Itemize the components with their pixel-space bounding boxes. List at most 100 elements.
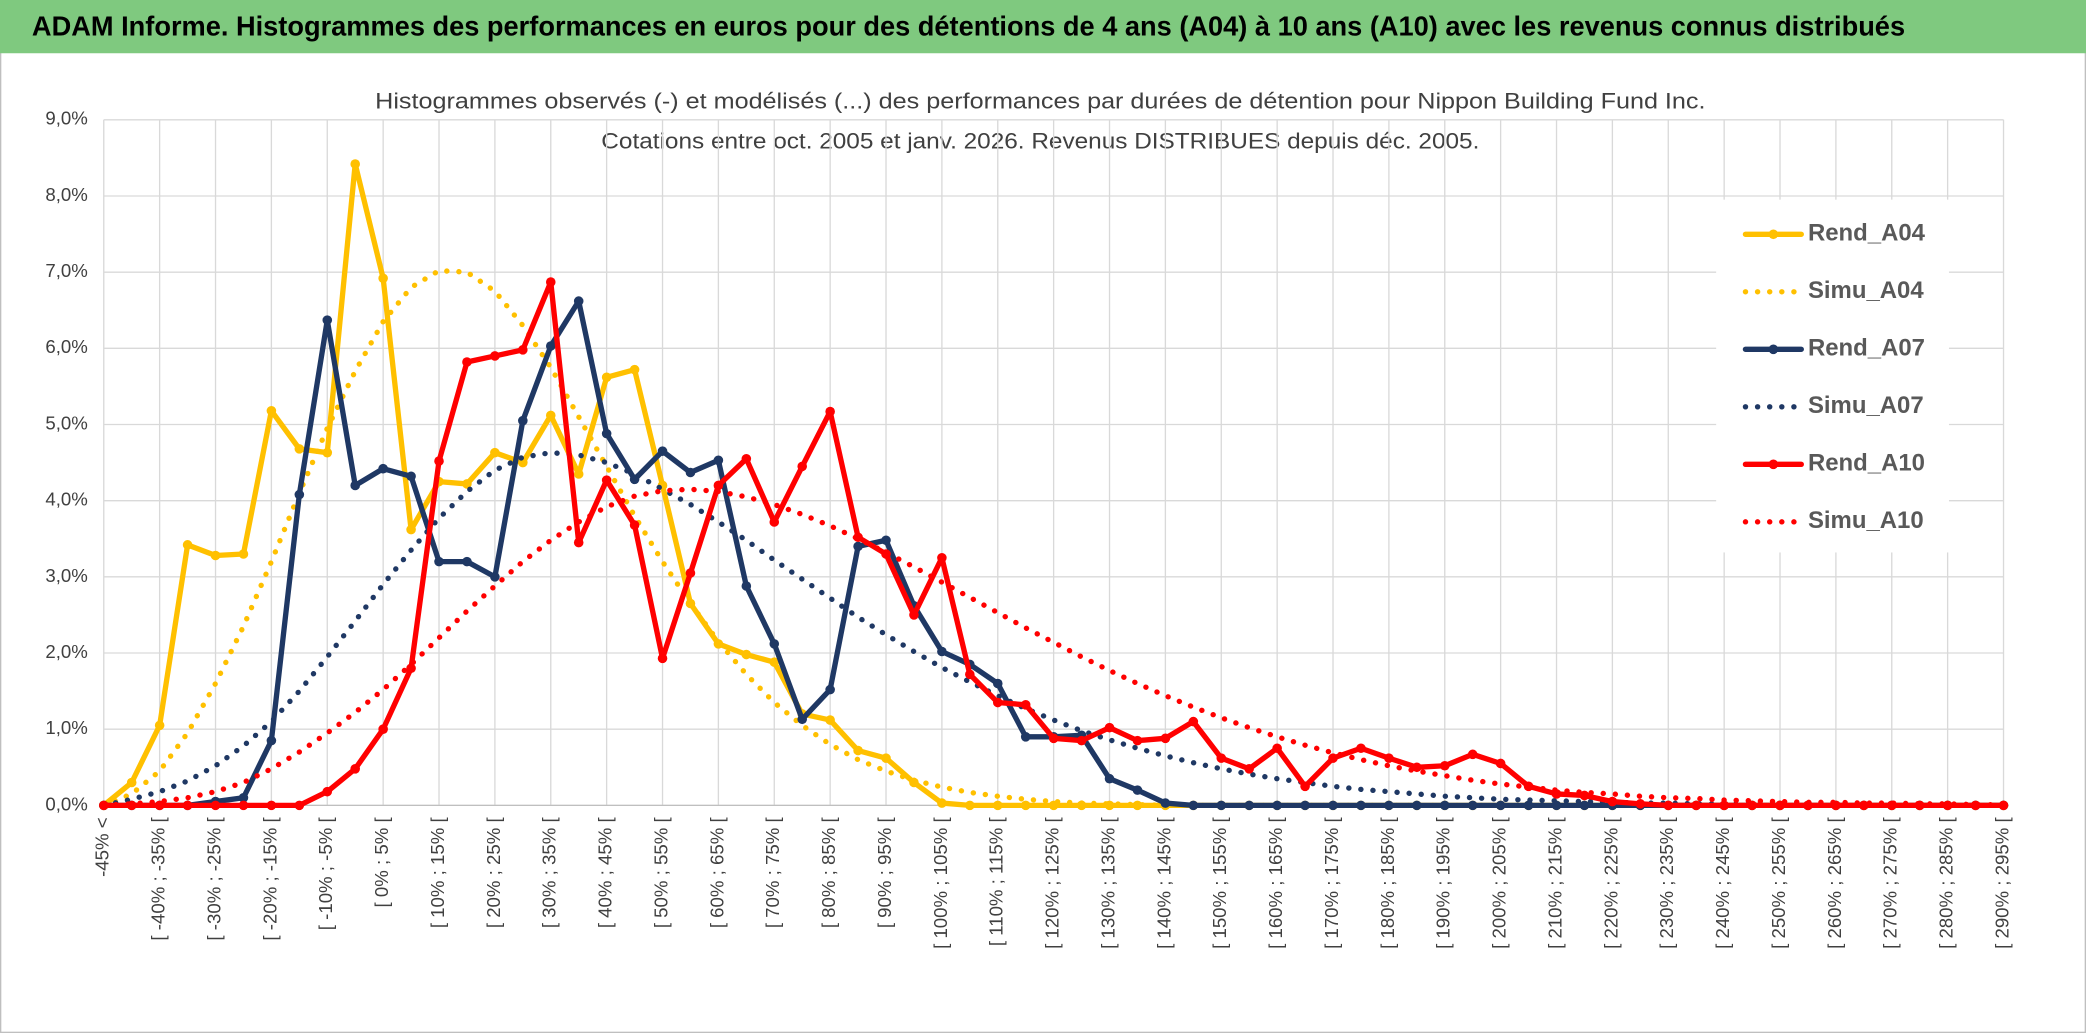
data-point [350, 159, 360, 169]
data-point [1663, 800, 1674, 811]
data-point [462, 556, 472, 567]
data-point [1272, 743, 1282, 754]
data-point [1467, 800, 1478, 811]
data-point [1439, 760, 1450, 771]
data-point [1216, 800, 1227, 811]
x-tick-label: [ 260% ; 265% [ [1824, 817, 1845, 949]
data-point [350, 480, 360, 491]
data-point [937, 553, 947, 563]
x-tick-label: [ 70% ; 75% [ [762, 817, 783, 929]
data-point [434, 556, 444, 567]
header-bar [0, 0, 2086, 54]
data-point [1188, 800, 1199, 811]
x-tick-label: [ -40% ; -35% [ [148, 817, 169, 941]
x-tick-label: [ 50% ; 55% [ [650, 817, 671, 929]
data-point [406, 471, 416, 482]
data-point [210, 800, 221, 811]
data-point [1076, 735, 1087, 746]
y-tick-label: 3,0% [45, 565, 87, 586]
data-point [937, 646, 947, 657]
data-point [518, 345, 528, 355]
x-tick-label: -45% < [92, 817, 113, 877]
x-tick-label: [ 270% ; 275% [ [1880, 817, 1901, 949]
data-point [741, 649, 752, 660]
data-point [462, 479, 472, 489]
data-point [657, 446, 668, 456]
data-point [629, 520, 640, 530]
data-point [1942, 800, 1953, 811]
data-point [1272, 800, 1282, 811]
x-tick-label: [ 240% ; 245% [ [1712, 817, 1733, 949]
x-tick-label: [ 160% ; 165% [ [1265, 817, 1286, 949]
data-point [741, 453, 752, 464]
legend-label: Simu_A10 [1808, 507, 1924, 534]
data-point [350, 764, 360, 774]
data-point [1439, 800, 1450, 811]
data-point [909, 610, 919, 620]
data-point [1412, 762, 1422, 773]
data-point [238, 549, 249, 559]
data-point [126, 777, 137, 788]
data-point [378, 463, 388, 474]
data-point [490, 447, 500, 458]
data-point [1216, 753, 1227, 763]
data-point [601, 372, 612, 383]
x-tick-label: [ 140% ; 145% [ [1153, 817, 1174, 949]
data-point [1328, 800, 1338, 811]
data-point [937, 798, 947, 808]
data-point [154, 720, 165, 731]
data-point [1719, 800, 1729, 811]
legend-label: Simu_A04 [1808, 277, 1924, 304]
data-point [1523, 800, 1534, 811]
data-point [1356, 743, 1366, 754]
data-point [1691, 800, 1701, 811]
data-point [294, 800, 305, 811]
data-point [685, 568, 696, 578]
data-point [992, 697, 1003, 708]
series-line [101, 486, 2007, 809]
x-tick-label: [ 30% ; 35% [ [539, 817, 560, 929]
x-tick-label: [ 150% ; 155% [ [1209, 817, 1230, 949]
y-tick-label: 9,0% [45, 108, 87, 129]
x-tick-label: [ 100% ; 105% [ [930, 817, 951, 949]
y-tick-label: 0,0% [45, 793, 87, 814]
x-tick-label: [ 110% ; 115% [ [986, 817, 1007, 947]
data-point [1160, 798, 1171, 808]
data-point [573, 469, 584, 479]
data-point [1384, 800, 1394, 811]
data-point [741, 581, 752, 591]
data-point [1579, 800, 1590, 811]
x-tick-label: [ 230% ; 235% [ [1656, 817, 1677, 949]
legend-marker [1768, 229, 1779, 240]
data-point [238, 792, 249, 803]
data-point [992, 678, 1003, 689]
data-point [490, 351, 500, 361]
y-tick-label: 5,0% [45, 412, 87, 433]
x-tick-label: [ 280% ; 285% [ [1936, 817, 1957, 949]
y-tick-label: 7,0% [45, 260, 87, 281]
chart-subtitle: Cotations entre oct. 2005 et janv. 2026.… [601, 128, 1479, 153]
data-point [1020, 732, 1031, 742]
x-tick-label: [ 10% ; 15% [ [427, 817, 448, 929]
x-tick-label: [ 180% ; 185% [ [1377, 817, 1398, 949]
legend-label: Rend_A10 [1808, 450, 1925, 477]
x-tick-label: [ 220% ; 225% [ [1600, 817, 1621, 949]
data-point [1048, 733, 1059, 744]
data-point [1579, 790, 1590, 801]
y-tick-label: 4,0% [45, 489, 87, 510]
data-point [182, 800, 193, 811]
x-tick-label: [ 250% ; 255% [ [1768, 817, 1789, 949]
legend-label: Simu_A07 [1808, 392, 1924, 419]
data-point [294, 444, 305, 454]
data-point [825, 715, 835, 725]
x-tick-label: [ 80% ; 85% [ [818, 817, 839, 929]
data-point [1495, 800, 1506, 811]
data-point [825, 684, 835, 695]
data-point [601, 475, 612, 485]
x-tick-label: [ 60% ; 65% [ [706, 817, 727, 929]
data-point [1020, 800, 1031, 811]
legend-box [1716, 199, 1949, 553]
data-point [1188, 716, 1199, 727]
data-point [182, 540, 193, 550]
